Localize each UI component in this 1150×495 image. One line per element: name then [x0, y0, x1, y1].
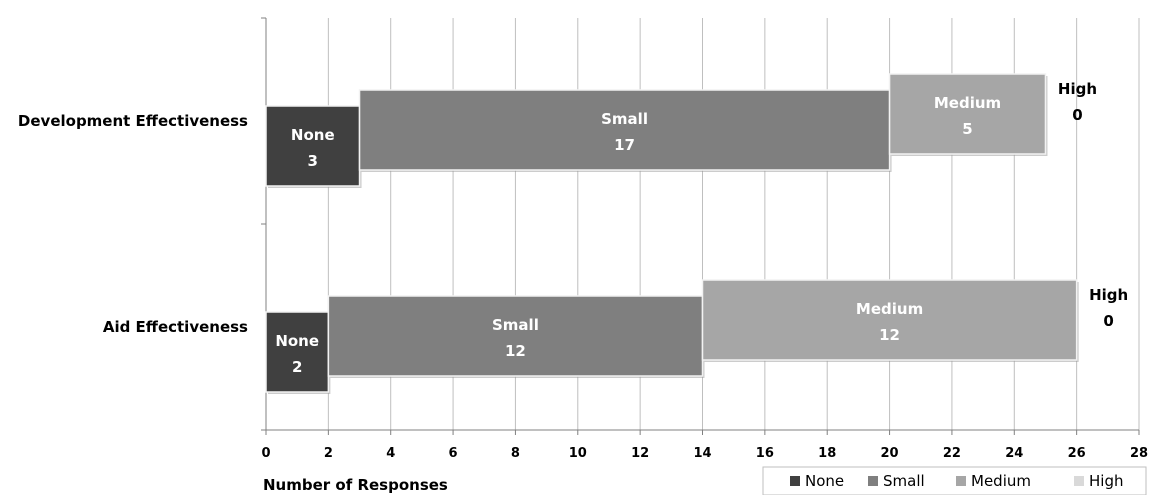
data-label-small-value: 12	[505, 342, 526, 360]
legend-label-high: High	[1089, 472, 1123, 490]
x-tick-label: 26	[1068, 446, 1086, 461]
legend-label-medium: Medium	[971, 472, 1031, 490]
x-tick-label: 24	[1005, 446, 1023, 461]
bar-medium	[701, 279, 1078, 361]
data-label-none-value: 2	[292, 358, 302, 376]
legend-label-none: None	[805, 472, 844, 490]
data-label-medium-value: 5	[962, 120, 972, 138]
legend-swatch-high	[1074, 476, 1084, 486]
data-label-small-name: Small	[601, 110, 648, 128]
x-tick-label: 18	[818, 446, 836, 461]
data-label-none-name: None	[291, 126, 335, 144]
data-label-high-name: High	[1058, 80, 1097, 98]
bar-none	[265, 311, 330, 393]
data-label-medium-value: 12	[879, 326, 900, 344]
legend-swatch-none	[790, 476, 800, 486]
data-labels: None 3 Small 17 Medium 5 High 0 None 2 Small 12 Medi…	[275, 80, 1128, 376]
data-label-small-name: Small	[492, 316, 539, 334]
category-label: Aid Effectiveness	[103, 318, 248, 336]
x-tick-label: 20	[881, 446, 899, 461]
bar-medium	[888, 73, 1047, 155]
x-tick-label: 12	[631, 446, 649, 461]
data-label-medium-name: Medium	[856, 300, 923, 318]
bar-none	[265, 105, 361, 187]
legend-swatch-small	[868, 476, 878, 486]
legend: None Small Medium High	[762, 466, 1147, 495]
data-label-medium-name: Medium	[934, 94, 1001, 112]
x-tick-label: 28	[1130, 446, 1148, 461]
x-tick-label: 14	[693, 446, 711, 461]
x-tick-label: 0	[261, 446, 270, 461]
legend-swatch-medium	[956, 476, 966, 486]
x-axis-title: Number of Responses	[263, 476, 448, 494]
data-label-high-name: High	[1089, 286, 1128, 304]
data-label-none-name: None	[275, 332, 319, 350]
bars	[265, 73, 1079, 394]
x-tick-label: 2	[324, 446, 333, 461]
x-tick-label: 16	[756, 446, 774, 461]
x-tick-label: 10	[569, 446, 587, 461]
data-label-high-value: 0	[1103, 312, 1113, 330]
x-tick-label: 22	[943, 446, 961, 461]
x-tick-label: 6	[449, 446, 458, 461]
data-label-small-value: 17	[614, 136, 635, 154]
x-tick-label: 4	[386, 446, 395, 461]
x-tick-label: 8	[511, 446, 520, 461]
category-label: Development Effectiveness	[18, 112, 248, 130]
legend-label-small: Small	[883, 472, 925, 490]
data-label-high-value: 0	[1072, 106, 1082, 124]
bar-small	[327, 295, 704, 377]
bar-small	[358, 89, 891, 171]
data-label-none-value: 3	[308, 152, 318, 170]
